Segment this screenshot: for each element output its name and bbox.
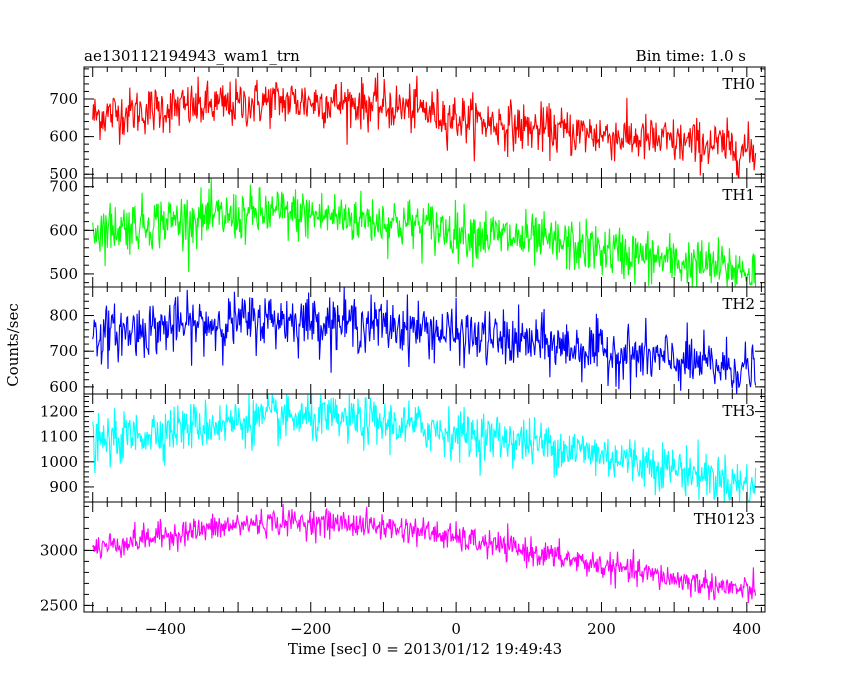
series-line-th1 <box>92 177 757 288</box>
y-tick-label: 1100 <box>40 428 78 446</box>
panel-frame-th2 <box>83 286 766 395</box>
panel-label-th1: TH1 <box>722 186 755 204</box>
y-tick-label: 2500 <box>40 596 78 614</box>
x-tick-label: −200 <box>290 620 331 638</box>
y-tick-label: 500 <box>49 165 78 183</box>
x-tick-label: 400 <box>733 620 762 638</box>
panel-label-th3: TH3 <box>722 402 755 420</box>
series-line-th0 <box>92 72 757 179</box>
y-tick-label: 700 <box>49 178 78 196</box>
x-tick-label: 200 <box>587 620 616 638</box>
y-tick-label: 700 <box>49 90 78 108</box>
panel-frame-th0 <box>83 66 766 179</box>
panels-group: 500 600 700 TH0 500 600 700 TH1 600 700 800 TH2 900 1… <box>40 66 766 638</box>
series-line-th2 <box>92 287 757 395</box>
panel-label-th2: TH2 <box>722 295 755 313</box>
panel-label-th0123: TH0123 <box>694 510 755 528</box>
series-line-th0123 <box>92 504 757 603</box>
observation-id: ae130112194943_wam1_trn <box>84 47 300 65</box>
y-tick-label: 900 <box>49 478 78 496</box>
y-tick-label: 600 <box>49 378 78 396</box>
y-tick-label: 1000 <box>40 453 78 471</box>
y-tick-label: 800 <box>49 307 78 325</box>
y-tick-label: 1200 <box>40 403 78 421</box>
y-tick-label: 700 <box>49 342 78 360</box>
y-axis-label: Counts/sec <box>4 303 22 387</box>
x-axis-label: Time [sec] 0 = 2013/01/12 19:49:43 <box>288 640 562 658</box>
y-tick-label: 600 <box>49 128 78 146</box>
bin-time-label: Bin time: 1.0 s <box>636 47 746 65</box>
x-tick-label: 0 <box>451 620 461 638</box>
y-tick-label: 3000 <box>40 541 78 559</box>
y-tick-label: 500 <box>49 265 78 283</box>
panel-frame-th0123 <box>83 501 766 613</box>
x-tick-label: −400 <box>145 620 186 638</box>
series-line-th3 <box>92 393 757 503</box>
panel-label-th0: TH0 <box>722 75 755 93</box>
y-tick-label: 600 <box>49 221 78 239</box>
